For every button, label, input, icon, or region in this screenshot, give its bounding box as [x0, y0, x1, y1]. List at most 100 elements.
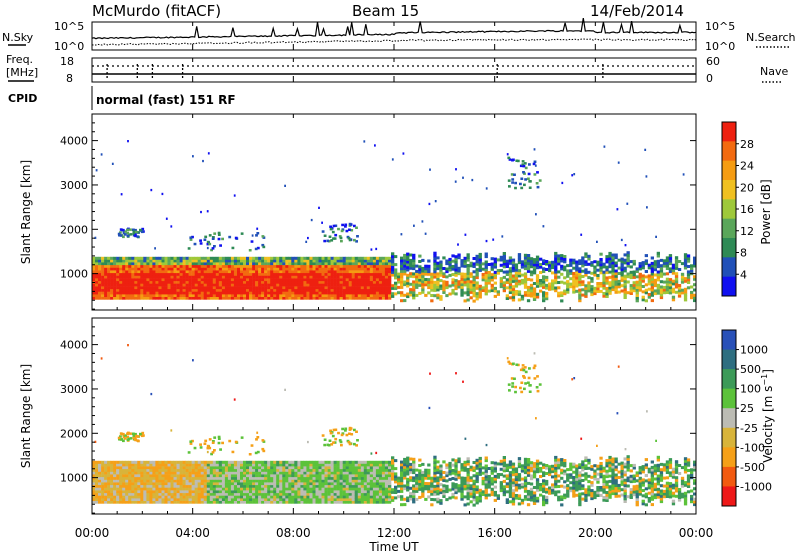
- velocity-cell-2269: [303, 463, 307, 467]
- velocity-cell-1125: [197, 495, 201, 499]
- velocity-cell-2111: [288, 460, 292, 464]
- power-cell-1418: [224, 283, 229, 287]
- velocity-cell-2671: [342, 482, 346, 486]
- velocity-cell-751: [161, 482, 165, 486]
- power-cell-3746: [469, 296, 473, 300]
- power-cell-1916: [270, 259, 274, 263]
- velocity-cell-2711: [345, 471, 349, 475]
- power-cell-466: [134, 272, 138, 276]
- power-cell-3804: [475, 276, 479, 280]
- velocity-cell-227: [113, 498, 117, 501]
- power-cell-2166: [294, 267, 298, 271]
- power-cell-5092: [656, 259, 660, 263]
- power-cell-966: [182, 288, 186, 292]
- power-cell-918: [176, 267, 180, 271]
- power-cell-2840: [357, 264, 362, 268]
- power-cell-4: [92, 291, 96, 295]
- velocity-cell-2609: [336, 479, 340, 483]
- power-cell-2022: [282, 288, 286, 292]
- power-cell-3708: [463, 262, 467, 266]
- power-cell-2810: [354, 262, 358, 266]
- power-cell-3976: [502, 281, 506, 285]
- power-cell-160: [107, 296, 111, 300]
- power-cell-3384: [418, 278, 422, 282]
- power-cell-1186: [203, 294, 207, 297]
- power-cell-5691: [206, 210, 209, 213]
- velocity-cell-381: [125, 463, 129, 467]
- power-cell-2486: [324, 267, 328, 271]
- power-cell-320: [122, 296, 126, 300]
- velocity-cell-3993: [502, 456, 506, 459]
- power-cell-2392: [315, 264, 319, 268]
- power-cell-4020: [508, 285, 513, 289]
- power-cell-188: [107, 259, 111, 263]
- velocity-cell-87: [98, 471, 102, 475]
- power-cell-1640: [246, 286, 250, 290]
- velocity-cell-1691: [249, 466, 253, 470]
- power-cell-4248: [535, 266, 540, 270]
- power-cell-5709: [464, 233, 467, 236]
- power-cell-3090: [381, 272, 386, 276]
- power-cell-2310: [309, 288, 313, 292]
- power-cell-3648: [454, 257, 458, 261]
- velocity-cell-143: [104, 482, 108, 486]
- power-cell-1502: [230, 256, 235, 260]
- power-cell-4060: [511, 269, 516, 273]
- power-cell-2482: [324, 272, 328, 276]
- velocity-cell-459: [134, 487, 138, 491]
- velocity-cell-2201: [297, 468, 301, 472]
- velocity-cell-2311: [309, 492, 313, 496]
- velocity-cell-3711: [463, 463, 467, 467]
- power-cell-3684: [460, 272, 464, 276]
- power-cell-1148: [197, 259, 201, 263]
- velocity-cell-1121: [197, 500, 201, 504]
- power-cell-460: [134, 280, 138, 284]
- velocity-cell-123: [101, 466, 105, 470]
- power-cell-3826: [478, 287, 482, 291]
- power-cell-106: [101, 283, 105, 287]
- power-cell-5480: [527, 177, 530, 180]
- power-cell-4066: [511, 261, 516, 265]
- velocity-cell-2931: [366, 476, 371, 480]
- power-cell-5362: [217, 233, 221, 236]
- power-cell-2768: [351, 275, 355, 279]
- velocity-cell-3007: [372, 460, 377, 464]
- power-cell-2192: [297, 275, 301, 279]
- power-cell-3778: [472, 281, 476, 284]
- power-cell-5412: [204, 235, 208, 239]
- velocity-cell-2485: [324, 474, 328, 478]
- velocity-cell-627: [149, 476, 153, 480]
- velocity-cell-637: [149, 463, 153, 467]
- velocity-cell-2793: [354, 490, 358, 494]
- velocity-cell-525: [140, 484, 144, 488]
- velocity-cell-3321: [409, 470, 413, 474]
- power-cell-5685: [533, 148, 536, 151]
- power-cell-132: [104, 291, 108, 295]
- velocity-cell-125: [101, 463, 105, 467]
- power-cell-666: [152, 262, 156, 266]
- power-cell-364: [125, 280, 129, 284]
- velocity-cell-2689: [345, 500, 349, 504]
- velocity-cell-2331: [309, 466, 313, 470]
- freq-unit-label: [MHz]: [6, 66, 38, 79]
- power-cell-668: [152, 259, 156, 263]
- velocity-cell-2703: [345, 482, 349, 486]
- velocity-cell-3913: [490, 477, 494, 481]
- power-cell-2972: [369, 259, 374, 263]
- power-cell-1376: [221, 296, 226, 300]
- power-cell-2282: [306, 283, 310, 287]
- velocity-cell-225: [113, 500, 117, 504]
- power-cell-5298: [686, 259, 691, 263]
- power-cell-1636: [246, 291, 250, 295]
- velocity-cell-2651: [339, 466, 343, 470]
- power-cell-3344: [412, 275, 416, 279]
- velocity-cell-3123: [384, 476, 389, 480]
- velocity-cell-3667: [457, 457, 461, 461]
- power-cell-5751: [421, 220, 424, 223]
- power-cell-3250: [400, 261, 404, 265]
- velocity-cell-43: [95, 487, 99, 491]
- power-cell-2390: [315, 267, 319, 271]
- velocity-cell-595: [146, 476, 150, 480]
- power-cell-3328: [409, 253, 413, 257]
